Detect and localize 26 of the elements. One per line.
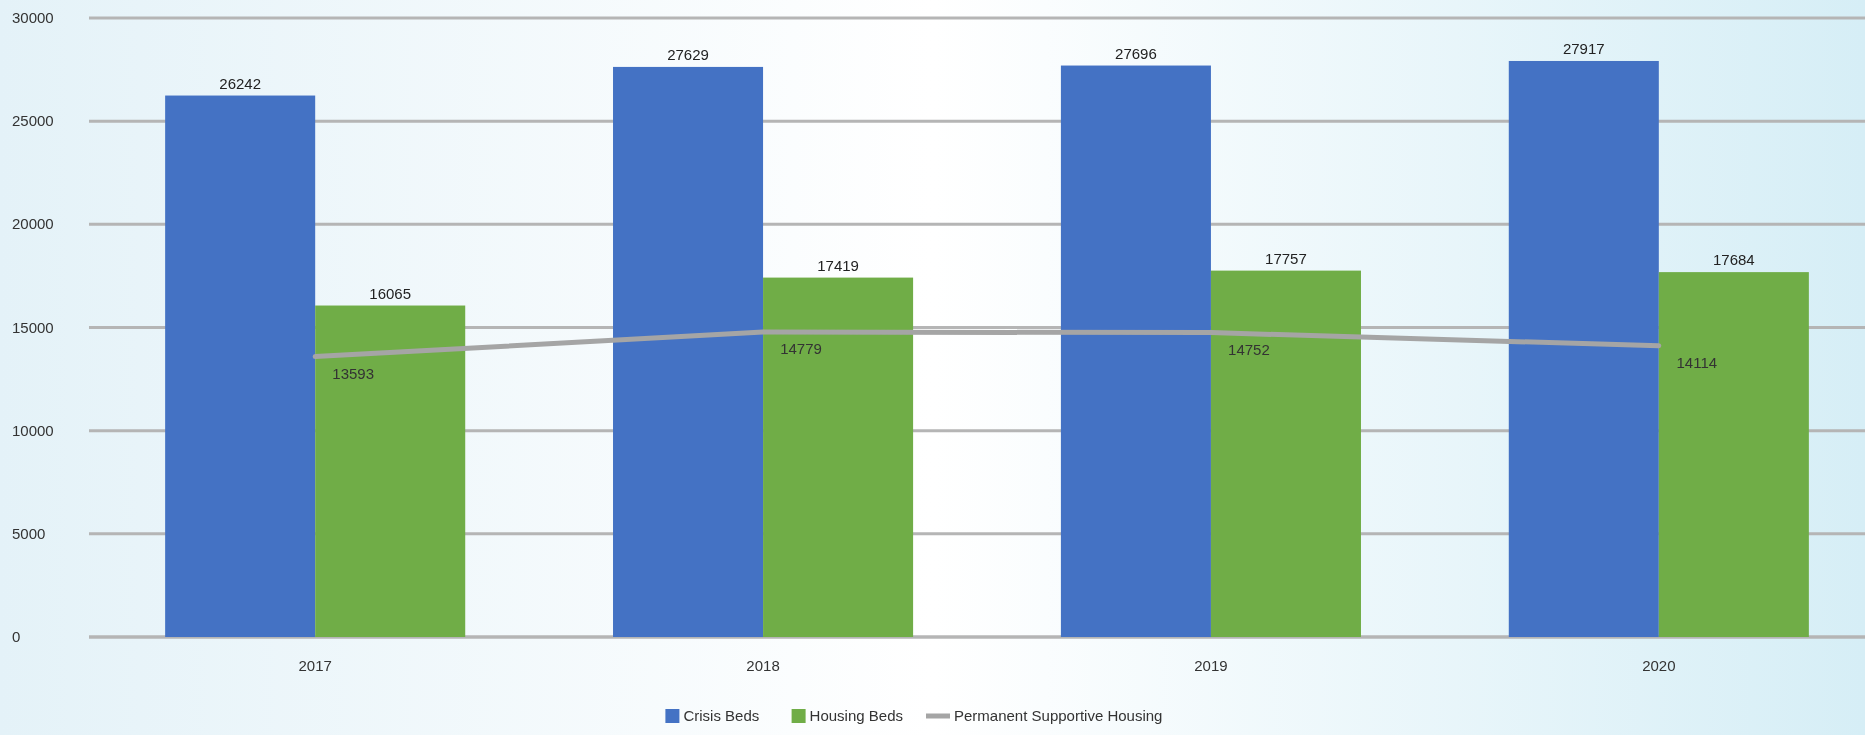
legend-label: Housing Beds [809,707,904,724]
y-tick-label: 5000 [12,524,46,542]
data-label: 17419 [817,256,859,274]
y-tick-label: 25000 [12,112,54,130]
y-tick-label: 20000 [12,215,54,233]
legend-label: Crisis Beds [683,707,760,724]
data-label: 14752 [1228,340,1270,358]
data-label: 13593 [332,364,375,382]
x-tick-label: 2018 [746,657,780,674]
data-label: 14779 [780,340,822,358]
data-label: 27696 [1115,44,1157,62]
x-tick-label: 2019 [1194,657,1228,674]
y-tick-label: 30000 [12,9,54,26]
legend-label: Permanent Supportive Housing [954,707,1163,724]
y-tick-label: 10000 [12,421,54,439]
data-label: 16065 [369,284,412,302]
data-label: 27917 [1562,39,1605,57]
data-label: 26242 [219,74,262,92]
x-tick-label: 2020 [1642,657,1676,674]
data-label: 17684 [1712,251,1755,269]
data-label: 27629 [667,45,709,63]
data-label: 14114 [1676,353,1718,371]
y-tick-label: 15000 [12,318,54,336]
data-label: 17757 [1265,249,1307,267]
y-tick-label: 0 [12,628,21,645]
x-tick-label: 2017 [298,657,332,674]
